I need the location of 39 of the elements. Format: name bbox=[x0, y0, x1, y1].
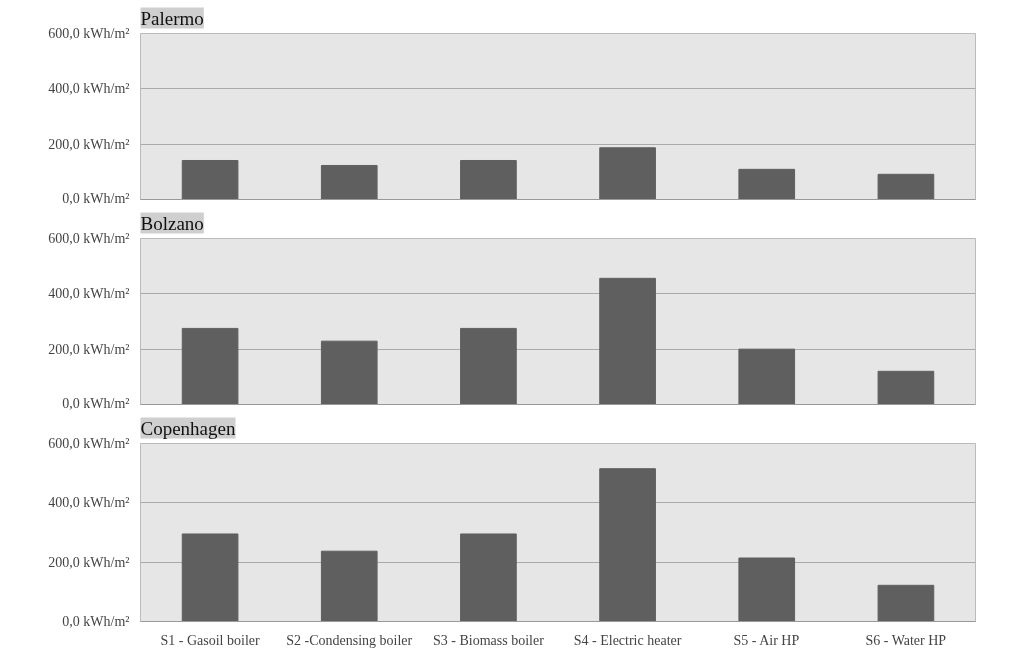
bar bbox=[320, 550, 378, 622]
x-tick-label: S4 - Electric heater bbox=[573, 632, 682, 648]
y-tick-label: 400,0 kWh/m² bbox=[48, 81, 130, 97]
y-tick-label: 200,0 kWh/m² bbox=[48, 341, 130, 357]
y-tick-label: 600,0 kWh/m² bbox=[48, 26, 130, 41]
y-tick-label: 0,0 kWh/m² bbox=[62, 614, 130, 629]
chart-title: Copenhagen bbox=[140, 417, 236, 439]
bar bbox=[877, 370, 935, 405]
bar bbox=[599, 468, 656, 622]
chart-title: Bolzano bbox=[140, 212, 204, 234]
bar bbox=[460, 159, 517, 200]
bar bbox=[320, 340, 378, 405]
y-tick-label: 400,0 kWh/m² bbox=[48, 286, 130, 302]
bar bbox=[181, 533, 239, 622]
y-tick-label: 400,0 kWh/m² bbox=[48, 495, 130, 511]
y-tick-label: 0,0 kWh/m² bbox=[62, 190, 130, 206]
bar bbox=[599, 147, 656, 200]
bar bbox=[599, 277, 656, 405]
x-tick-label: S3 - Biomass boiler bbox=[433, 632, 545, 648]
bar bbox=[877, 584, 935, 622]
bar bbox=[181, 159, 239, 200]
bar bbox=[460, 533, 517, 622]
bar bbox=[738, 557, 796, 622]
bar bbox=[877, 173, 935, 200]
bar bbox=[738, 168, 796, 200]
bar bbox=[181, 327, 239, 405]
y-tick-label: 0,0 kWh/m² bbox=[62, 395, 130, 411]
x-tick-label: S2 -Condensing boiler bbox=[286, 632, 413, 648]
y-tick-label: 200,0 kWh/m² bbox=[48, 136, 130, 152]
x-tick-label: S1 - Gasoil boiler bbox=[160, 632, 260, 648]
x-tick-label: S5 - Air HP bbox=[733, 632, 800, 648]
bar bbox=[320, 164, 378, 200]
chart-title: Palermo bbox=[140, 7, 204, 29]
y-tick-label: 200,0 kWh/m² bbox=[48, 554, 130, 570]
bar bbox=[738, 348, 796, 405]
y-tick-label: 600,0 kWh/m² bbox=[48, 436, 130, 451]
bar bbox=[460, 327, 517, 405]
x-tick-label: S6 - Water HP bbox=[865, 632, 947, 648]
y-tick-label: 600,0 kWh/m² bbox=[48, 231, 130, 246]
